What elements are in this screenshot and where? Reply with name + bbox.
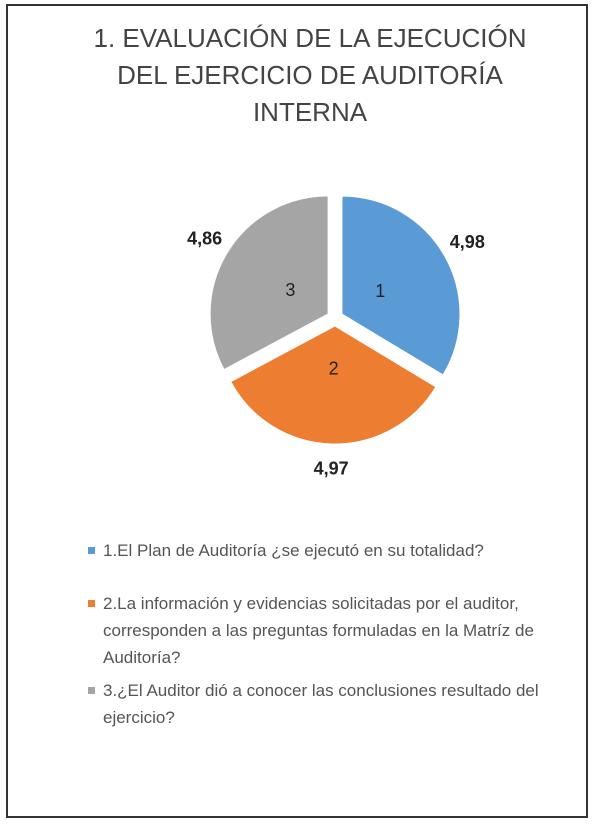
slice-label: 2 bbox=[329, 359, 339, 379]
legend-item: 1.El Plan de Auditoría ¿se ejecutó en su… bbox=[88, 537, 558, 564]
slice-label: 3 bbox=[285, 280, 295, 300]
legend-marker bbox=[88, 600, 95, 607]
legend: 1.El Plan de Auditoría ¿se ejecutó en su… bbox=[88, 537, 558, 757]
slice-label: 1 bbox=[375, 281, 385, 301]
legend-item: 2.La información y evidencias solicitada… bbox=[88, 590, 558, 671]
legend-label: 3.¿El Auditor dió a conocer las conclusi… bbox=[103, 681, 539, 727]
legend-marker bbox=[88, 687, 95, 694]
chart-title: 1. EVALUACIÓN DE LA EJECUCIÓN DEL EJERCI… bbox=[93, 23, 527, 127]
pie-slice bbox=[209, 195, 329, 371]
chart: 1 4,98 2 4,97 3 4,86 bbox=[187, 195, 485, 479]
legend-label: 1.El Plan de Auditoría ¿se ejecutó en su… bbox=[103, 541, 484, 560]
data-label: 4,98 bbox=[450, 232, 485, 252]
legend-marker bbox=[88, 547, 95, 554]
pie-slice bbox=[230, 325, 437, 445]
pie-slice bbox=[341, 195, 461, 376]
frame bbox=[6, 4, 588, 818]
legend-item: 3.¿El Auditor dió a conocer las conclusi… bbox=[88, 677, 558, 731]
legend-label: 2.La información y evidencias solicitada… bbox=[103, 594, 534, 667]
data-label: 4,86 bbox=[187, 229, 222, 249]
data-label: 4,97 bbox=[314, 459, 349, 479]
